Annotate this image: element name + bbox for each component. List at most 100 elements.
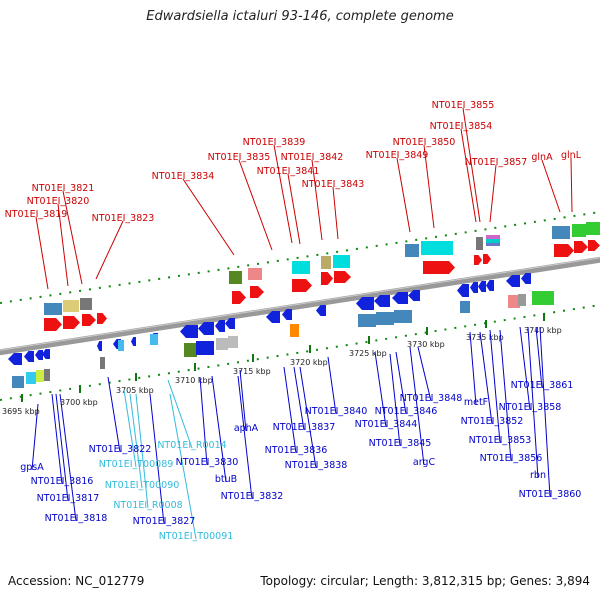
annotation-box [100, 357, 105, 369]
reverse-gene-arrow [392, 292, 408, 304]
gene-features [8, 222, 600, 388]
reverse-gene-arrow [131, 337, 136, 346]
label-leader-line [149, 393, 165, 525]
kbp-tick-label: 3710 kbp [175, 376, 213, 385]
label-leader-line [237, 375, 253, 500]
label-leader-line [167, 379, 193, 449]
genome-title: Edwardsiella ictaluri 93-146, complete g… [146, 9, 454, 24]
forward-gene-arrow [474, 255, 482, 265]
label-leader-line [199, 376, 208, 466]
annotation-box [552, 226, 570, 239]
reverse-gene-arrow [198, 322, 214, 335]
reverse-gene-arrow [470, 282, 478, 293]
gene-label: NT01EI_3835 [208, 152, 271, 163]
reverse-gene-arrow [35, 350, 43, 360]
gene-label: NT01EI_3860 [519, 489, 582, 500]
gene-label: NT01EI_3834 [152, 171, 215, 182]
gene-label: NT01EI_3861 [511, 380, 574, 391]
annotation-box [421, 241, 453, 255]
label-leader-line [499, 329, 512, 462]
forward-gene-arrow [423, 261, 455, 274]
gene-label: NT01EI_3820 [27, 196, 90, 207]
forward-gene-arrow [250, 286, 264, 298]
ruler-ticks: 3695 kbp 3700 kbp 3705 kbp 3710 kbp 3715 kbp… [2, 313, 562, 416]
kbp-tick-label: 3695 kbp [2, 407, 40, 416]
gene-label: metF [464, 397, 488, 408]
gene-label: NT01EI_3849 [366, 150, 429, 161]
forward-gene-arrow [321, 272, 333, 285]
gene-label: NT01EI_3816 [31, 476, 94, 487]
gene-label: NT01EI_3840 [305, 406, 368, 417]
gene-label: argC [413, 457, 436, 468]
annotation-box [26, 372, 36, 384]
gene-label: NT01EI_3842 [281, 152, 344, 163]
gene-label: NT01EI_3838 [285, 460, 348, 471]
label-leader-line [489, 164, 497, 223]
gene-label: NT01EI_3856 [480, 453, 543, 464]
gene-label: NT01EI_3837 [273, 422, 336, 433]
label-leader-line [396, 157, 411, 233]
label-leader-line [299, 366, 317, 469]
annotation-box [518, 294, 526, 306]
gene-label: NT01EI_T00091 [159, 531, 234, 542]
label-leader-line [332, 186, 339, 240]
gene-label: NT01EI_3846 [375, 406, 438, 417]
reverse-gene-arrow [8, 353, 22, 365]
gene-label: NT01EI_3836 [265, 445, 328, 456]
annotation-box [376, 312, 394, 325]
reverse-gene-arrow [316, 305, 326, 316]
gene-label: NT01EI_3854 [430, 121, 493, 132]
label-leader-line [423, 144, 435, 229]
label-leader-line [95, 220, 124, 280]
label-leader-line [527, 326, 539, 479]
label-leader-line [273, 144, 293, 244]
label-leader-line [239, 369, 247, 432]
annotation-box [358, 314, 376, 327]
label-leader-line [283, 366, 297, 454]
genome-summary: Topology: circular; Length: 3,812,315 bp… [260, 574, 590, 588]
label-leader-line [107, 376, 121, 453]
gene-label: NT01EI_3821 [32, 183, 95, 194]
forward-gene-arrow [232, 291, 246, 304]
gene-label: aphA [234, 423, 259, 434]
forward-gene-arrow [82, 314, 96, 326]
gene-label: NT01EI_3832 [221, 491, 284, 502]
gene-label: NT01EI_3818 [45, 513, 108, 524]
annotation-box [63, 300, 79, 312]
kbp-tick-label: 3740 kbp [524, 326, 562, 335]
gene-label: btuB [215, 474, 237, 485]
reverse-gene-arrow [215, 320, 225, 332]
gene-label: rbn [530, 470, 546, 481]
gene-label: NT01EI_3839 [243, 137, 306, 148]
annotation-box [150, 334, 158, 345]
forward-gene-arrow [574, 241, 588, 253]
label-leader-line [311, 159, 323, 241]
annotation-box [196, 341, 214, 355]
annotation-box [248, 268, 262, 280]
reverse-gene-arrow [408, 290, 420, 301]
label-leader-line [389, 353, 401, 447]
label-leader-line [129, 393, 143, 489]
reverse-gene-arrow [24, 351, 34, 362]
gene-label: NT01EI_3852 [461, 416, 524, 427]
label-leader-line [535, 326, 543, 389]
annotation-box [118, 340, 124, 351]
forward-gene-arrow [97, 313, 107, 324]
bottom-strand-guide [0, 304, 600, 401]
annotation-box [44, 369, 50, 381]
gene-label: NT01EI_3844 [355, 419, 418, 430]
gene-label: NT01EI_3848 [400, 393, 463, 404]
kbp-tick-label: 3725 kbp [349, 349, 387, 358]
annotation-box [460, 301, 470, 313]
annotation-box [80, 298, 92, 310]
forward-gene-arrow [554, 244, 574, 257]
kbp-tick-label: 3730 kbp [407, 340, 445, 349]
gene-label: NT01EI_3823 [92, 213, 155, 224]
accession-label: Accession: NC_012779 [8, 574, 145, 588]
label-leader-line [539, 326, 551, 498]
label-leader-line [462, 107, 481, 223]
label-leader-line [417, 346, 432, 402]
reverse-gene-arrow [266, 311, 280, 323]
forward-gene-arrow [63, 316, 80, 329]
gene-label: NT01EI_3822 [89, 444, 152, 455]
